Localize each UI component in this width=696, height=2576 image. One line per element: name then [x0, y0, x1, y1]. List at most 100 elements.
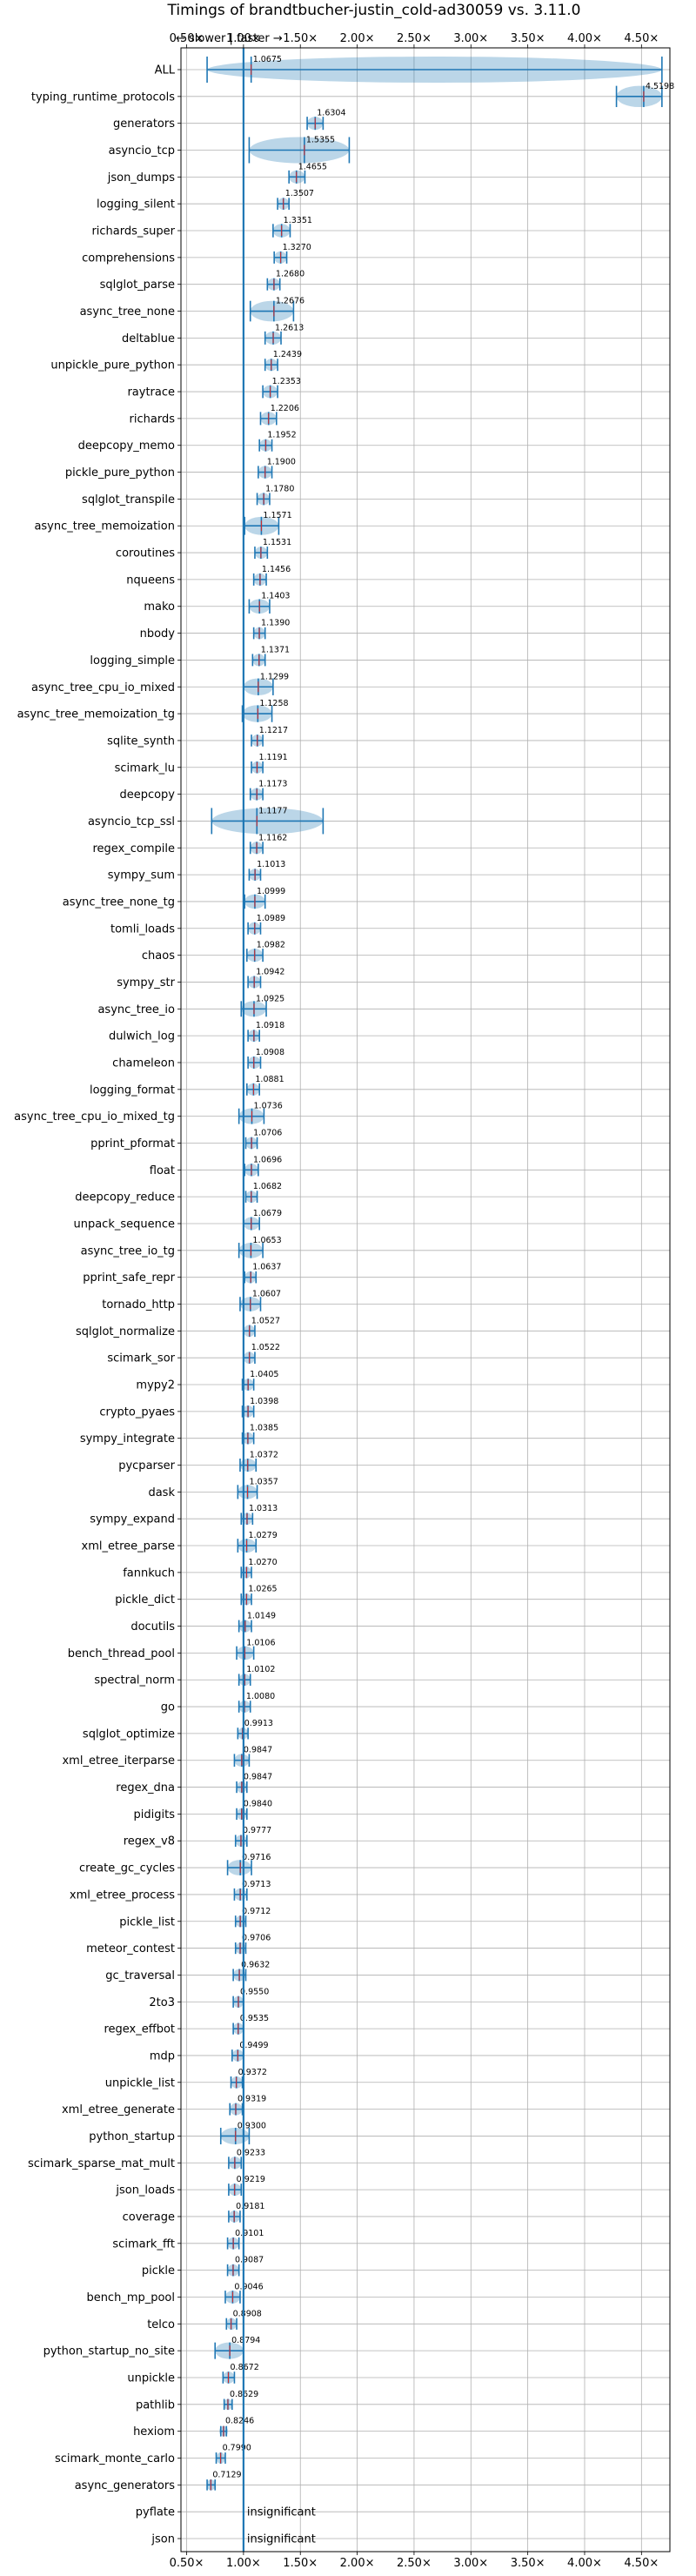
benchmark-label: coverage — [123, 2210, 175, 2224]
value-label: 1.6304 — [317, 109, 345, 118]
value-label: 1.0637 — [252, 1263, 281, 1272]
benchmark-label: deltablue — [122, 332, 175, 345]
benchmark-label: float — [150, 1164, 175, 1177]
value-label: 1.0405 — [250, 1370, 278, 1379]
top-tick-label: 4.00× — [567, 32, 602, 45]
benchmark-label: logging_simple — [90, 654, 175, 667]
value-label: 0.9499 — [239, 2041, 268, 2050]
benchmark-label: unpickle_list — [105, 2076, 175, 2090]
bottom-tick-label: 0.50× — [170, 2557, 204, 2570]
value-label: 1.0682 — [253, 1182, 282, 1191]
benchmark-label: pickle — [142, 2264, 175, 2277]
benchmark-label: pickle_pure_python — [65, 466, 175, 480]
benchmark-label: async_tree_cpu_io_mixed_tg — [14, 1110, 175, 1124]
value-label: 1.0989 — [257, 914, 285, 923]
value-label: 0.8794 — [231, 2336, 260, 2345]
benchmark-label: mypy2 — [136, 1379, 175, 1392]
benchmark-label: regex_dna — [116, 1781, 175, 1794]
value-label: 1.5355 — [306, 136, 335, 145]
benchmark-label: regex_effbot — [104, 2023, 175, 2036]
benchmark-label: mako — [144, 600, 175, 614]
benchmark-label: sympy_sum — [108, 869, 175, 882]
benchmark-label: sqlglot_transpile — [82, 493, 175, 506]
value-label: 1.1177 — [258, 806, 287, 815]
benchmark-label: docutils — [130, 1620, 175, 1633]
value-label: 0.8246 — [225, 2417, 254, 2426]
value-label: 1.0398 — [250, 1397, 278, 1406]
value-label: 1.0106 — [246, 1638, 275, 1647]
value-label: 0.9101 — [235, 2229, 264, 2238]
benchmark-label: sqlite_synth — [107, 735, 175, 748]
value-label: 1.1780 — [265, 484, 294, 493]
benchmark-label: pickle_list — [119, 1915, 175, 1929]
value-label: 0.9847 — [244, 1773, 272, 1782]
value-label: 0.9319 — [238, 2095, 266, 2104]
value-label: 0.7129 — [212, 2470, 241, 2479]
value-label: 0.9716 — [242, 1853, 271, 1862]
benchmark-label: bench_thread_pool — [68, 1647, 175, 1660]
benchmark-label: raytrace — [127, 386, 175, 399]
benchmark-label: async_tree_memoization — [34, 520, 175, 533]
value-label: 1.0999 — [257, 887, 285, 896]
benchmark-label: pyflate — [136, 2506, 175, 2519]
benchmark-label: xml_etree_iterparse — [62, 1754, 175, 1768]
value-label: 1.1571 — [263, 511, 291, 520]
value-label: 1.2676 — [276, 297, 304, 306]
value-label: 0.9087 — [235, 2256, 264, 2265]
value-label: 1.1900 — [267, 458, 296, 467]
bottom-tick-label: 4.50× — [624, 2557, 659, 2570]
benchmark-rows: ALL 1.0675 typing_runtime_protocols 4.5198 g… — [14, 55, 674, 2546]
value-label: 1.1162 — [258, 833, 287, 842]
benchmark-label: dask — [148, 1486, 175, 1499]
value-label: 1.1403 — [261, 592, 290, 601]
benchmark-label: async_tree_io — [97, 1003, 175, 1016]
value-label: 4.5198 — [646, 82, 674, 91]
benchmark-label: pickle_dict — [115, 1593, 175, 1607]
bottom-tick-label: 1.50× — [283, 2557, 318, 2570]
benchmark-label: nqueens — [126, 574, 175, 587]
benchmark-label: fannkuch — [123, 1566, 175, 1580]
benchmark-label: scimark_fft — [112, 2237, 175, 2251]
value-label: 1.0736 — [254, 1102, 283, 1111]
value-label: 0.9632 — [241, 1960, 270, 1969]
benchmark-label: create_gc_cycles — [79, 1862, 175, 1875]
top-tick-label: 2.00× — [340, 32, 375, 45]
value-label: 0.9706 — [242, 1934, 271, 1943]
top-tick-label: 3.00× — [453, 32, 488, 45]
benchmark-label: async_tree_cpu_io_mixed — [31, 681, 175, 694]
value-label: 1.0925 — [256, 994, 284, 1003]
benchmark-label: pidigits — [134, 1808, 176, 1821]
value-label: 1.0696 — [253, 1155, 282, 1164]
value-label: 1.0313 — [249, 1504, 278, 1513]
benchmark-label: deepcopy — [119, 788, 175, 802]
value-label: 1.0279 — [249, 1531, 278, 1540]
value-label: 1.1191 — [258, 753, 287, 762]
benchmark-label: logging_silent — [97, 198, 175, 211]
top-tick-label: 4.50× — [624, 32, 659, 45]
value-label: 0.8672 — [231, 2363, 259, 2372]
value-label: 1.0080 — [246, 1692, 275, 1701]
benchmark-label: mdp — [150, 2049, 175, 2063]
benchmark-label: logging_format — [90, 1083, 175, 1097]
value-label: 1.1531 — [263, 538, 291, 547]
value-label: 1.2206 — [271, 404, 299, 413]
value-label: 1.1456 — [262, 565, 291, 574]
bottom-tick-label: 1.00× — [226, 2557, 261, 2570]
benchmark-label: ALL — [155, 64, 176, 77]
value-label: 1.0149 — [247, 1612, 276, 1621]
value-label: 0.9372 — [238, 2068, 267, 2077]
benchmark-label: deepcopy_memo — [78, 439, 175, 453]
value-label: 1.0706 — [253, 1128, 282, 1137]
value-label: 0.9535 — [240, 2014, 269, 2023]
benchmark-label: coroutines — [116, 547, 175, 560]
insignificant-label: insignificant — [247, 2533, 316, 2546]
value-label: 1.0653 — [252, 1236, 281, 1245]
value-label: 1.0679 — [253, 1209, 282, 1218]
benchmark-label: sympy_str — [117, 976, 175, 989]
benchmark-label: go — [161, 1701, 175, 1714]
benchmark-label: spectral_norm — [94, 1674, 175, 1687]
value-label: 1.0527 — [251, 1316, 280, 1325]
benchmark-label: python_startup — [89, 2130, 175, 2143]
value-label: 1.2439 — [273, 350, 302, 359]
direction-note: ← slower | faster → — [176, 32, 283, 45]
